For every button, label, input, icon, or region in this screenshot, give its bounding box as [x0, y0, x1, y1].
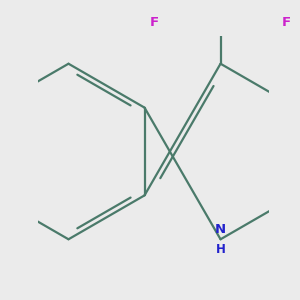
Text: H: H	[216, 243, 226, 256]
Text: N: N	[215, 223, 226, 236]
Text: F: F	[150, 16, 159, 28]
Text: F: F	[282, 16, 291, 28]
